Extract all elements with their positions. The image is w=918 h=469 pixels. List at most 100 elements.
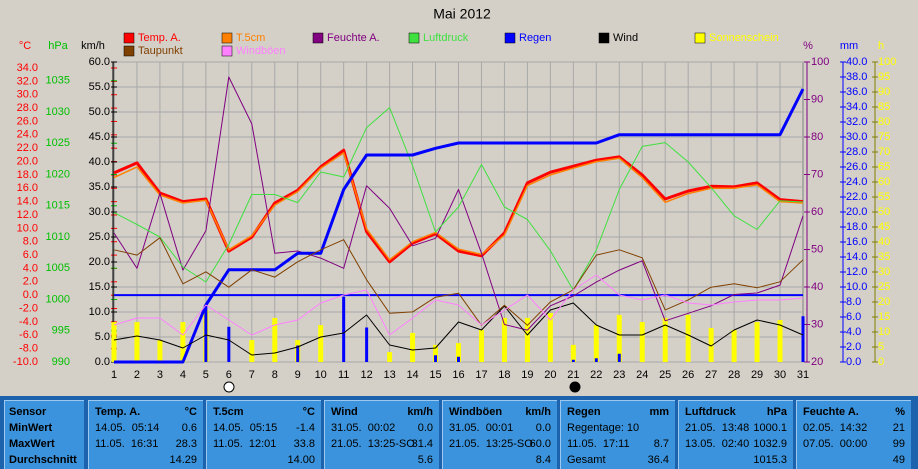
y-tick-label: 50 [811, 243, 823, 255]
y-tick-label: 18.0 [17, 169, 38, 181]
bar [547, 313, 553, 362]
legend-swatch [408, 32, 420, 44]
y-tick-label: 10.0 [17, 222, 38, 234]
x-tick-label: 23 [613, 369, 625, 381]
axis-unit: mm [840, 40, 858, 52]
line-series [113, 148, 804, 264]
y-tick-label: -8.0 [19, 343, 38, 355]
bar [777, 320, 783, 362]
bar [456, 343, 461, 362]
y-tick-label: 20 [878, 296, 890, 308]
cell-value: 0.0 [417, 422, 433, 434]
y-tick-label: 26.0 [846, 161, 867, 173]
y-tick-label: 0.0 [23, 289, 38, 301]
legend-swatch [221, 32, 233, 44]
bar [249, 340, 255, 362]
bar [111, 322, 117, 362]
legend-label: Wind [613, 32, 638, 44]
y-tick-label: -4.0 [19, 316, 38, 328]
x-tick-label: 15 [429, 369, 441, 381]
x-tick-label: 1 [111, 369, 117, 381]
y-tick-label: 8.0 [23, 236, 38, 248]
cell-value: 49 [892, 454, 905, 466]
y-tick-label: 12.0 [846, 266, 867, 278]
column-name: Temp. A. [95, 406, 141, 418]
bar [731, 329, 737, 362]
line-series [113, 107, 804, 291]
cell-label: 31.05. 00:02 [331, 422, 396, 434]
axis-unit: hPa [48, 40, 68, 52]
bar [616, 314, 622, 362]
y-tick-label: 80 [878, 116, 890, 128]
column-unit: km/h [407, 406, 433, 418]
x-tick-label: 22 [590, 369, 602, 381]
bar [501, 317, 507, 362]
y-tick-label: 26.0 [17, 115, 38, 127]
cell-value: 31.4 [411, 438, 433, 450]
y-tick-label: 995 [52, 325, 70, 337]
axis-unit: % [803, 40, 813, 52]
cell-label: Gesamt [567, 454, 606, 466]
y-tick-label: 28.0 [17, 102, 38, 114]
y-tick-label: 30 [811, 318, 823, 330]
y-tick-label: 6.0 [846, 311, 861, 323]
stats-panel: Luftdruck hPa 21.05. 13:48 1000.1 13.05. 02:… [678, 400, 793, 469]
cell-value: 33.8 [293, 438, 315, 450]
column-name: Luftdruck [685, 406, 736, 418]
y-tick-label: 4.0 [23, 262, 38, 274]
y-tick-label: 25.0 [89, 231, 110, 243]
y-tick-label: 60 [878, 176, 890, 188]
legend-swatch [123, 45, 135, 57]
y-tick-label: 18.0 [846, 221, 867, 233]
legend-swatch [504, 32, 516, 44]
bar [478, 329, 484, 362]
cell-label: 11.05. 17:11 [567, 438, 630, 450]
bar [204, 305, 208, 362]
y-tick-label: 70 [811, 168, 823, 180]
stats-table: Sensor MinWert MaxWert Durchschnitt Temp. A.… [0, 396, 918, 469]
y-tick-label: -2.0 [19, 302, 38, 314]
x-tick-label: 6 [226, 369, 232, 381]
y-tick-label: 50.0 [89, 106, 110, 118]
y-tick-label: 90 [878, 86, 890, 98]
column-name: T.5cm [213, 406, 244, 418]
y-tick-label: 90 [811, 93, 823, 105]
y-tick-label: 2.0 [23, 276, 38, 288]
bar [342, 296, 346, 362]
cell-label: 11.05. 12:01 [213, 438, 277, 450]
moon-new [569, 381, 581, 393]
bar [639, 322, 645, 362]
y-tick-label: 34.0 [17, 62, 38, 74]
y-tick-label: 75 [878, 131, 890, 143]
x-tick-label: 7 [249, 369, 255, 381]
y-tick-label: 15 [878, 311, 890, 323]
bar [318, 325, 324, 362]
y-tick-label: 40 [878, 236, 890, 248]
cell-label: 13.05. 02:40 [685, 438, 750, 450]
x-tick-label: 10 [315, 369, 327, 381]
y-tick-label: 40.0 [89, 156, 110, 168]
x-tick-label: 3 [157, 369, 163, 381]
y-tick-label: 1030 [46, 106, 70, 118]
y-tick-label: 55 [878, 191, 890, 203]
y-tick-label: 60.0 [89, 56, 110, 68]
x-tick-label: 20 [544, 369, 556, 381]
bar [410, 332, 416, 362]
y-tick-label: 20 [811, 356, 823, 368]
y-tick-label: 24.0 [17, 129, 38, 141]
y-tick-label: 0.0 [846, 356, 861, 368]
cell-value: 0.0 [535, 422, 551, 434]
line-series [113, 76, 804, 331]
bar [801, 316, 805, 362]
y-tick-label: 65 [878, 161, 890, 173]
y-tick-label: 1005 [46, 262, 70, 274]
line-series [113, 237, 804, 326]
x-tick-label: 13 [383, 369, 395, 381]
legend-label: Windböen [236, 45, 286, 57]
cell-value: 1015.3 [753, 454, 787, 466]
bar [570, 344, 576, 362]
stats-panel: Feuchte A.% 02.05. 14:32 21 07.05. 00:00 99 4… [796, 400, 911, 469]
moon-full [223, 381, 235, 393]
y-tick-label: -10.0 [13, 356, 38, 368]
